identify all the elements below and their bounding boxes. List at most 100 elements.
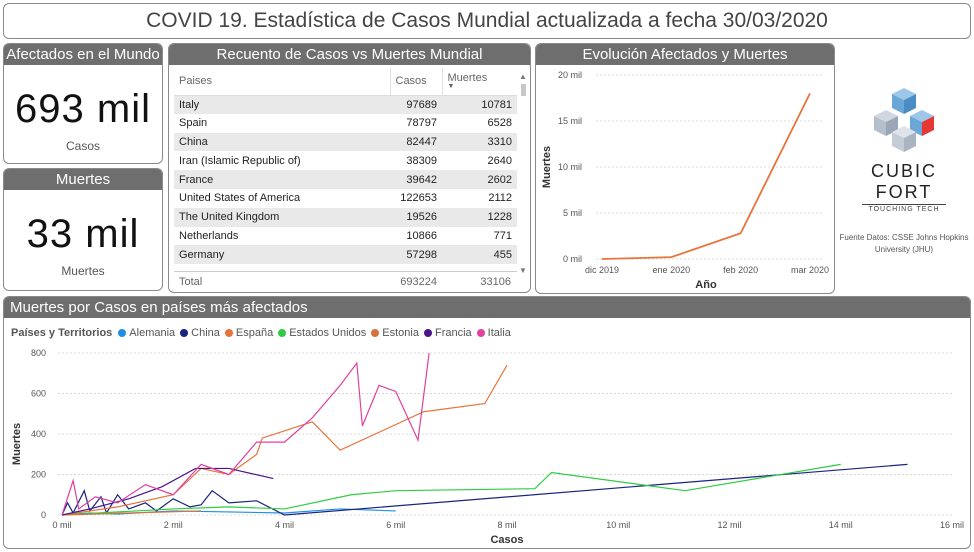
table-total-row: Total 693224 33106 <box>174 271 517 291</box>
table-scrollbar[interactable]: ▲ ▼ <box>519 72 527 276</box>
x-tick-label: 6 mil <box>386 520 405 530</box>
kpi-deaths-heading: Muertes <box>4 169 162 190</box>
cell-country: Iran (Islamic Republic of) <box>179 154 301 167</box>
legend-item[interactable]: Italia <box>476 327 511 339</box>
cell-deaths: 2112 <box>488 192 512 205</box>
series-line-1[interactable] <box>61 463 908 516</box>
y-tick-label: 400 <box>31 429 46 439</box>
cell-country: Italy <box>174 95 390 114</box>
table-row[interactable]: United States of America 122653 2112 <box>174 189 517 208</box>
series-line-2[interactable] <box>61 364 508 516</box>
legend-item[interactable]: Estonia <box>371 327 419 339</box>
y-tick-label: 0 <box>41 510 46 520</box>
cell-country: Spain <box>179 117 208 130</box>
total-cases: 693224 <box>400 275 437 288</box>
legend-item[interactable]: Alemania <box>118 327 175 339</box>
column-header-country[interactable]: Paises <box>174 68 390 96</box>
x-tick-label: ene 2020 <box>653 265 691 275</box>
cell-cases: 10866 <box>406 229 437 242</box>
column-header-deaths[interactable]: Muertes ▼ <box>441 68 517 96</box>
kpi-deaths-unit: Muertes <box>61 264 105 278</box>
scroll-up-icon[interactable]: ▲ <box>519 72 527 81</box>
table-row[interactable]: Spain 78797 6528 <box>174 114 517 133</box>
table-row[interactable]: France 39642 2602 <box>174 170 517 189</box>
deaths-by-cases-title: Muertes por Casos en países más afectado… <box>4 297 970 318</box>
company-logo: CUBIC FORT TOUCHING TECH <box>840 88 968 213</box>
kpi-deaths-value: 33 mil <box>26 212 140 256</box>
cell-cases: 82447 <box>390 132 442 152</box>
cell-cases: 39642 <box>390 170 442 189</box>
series-line-4[interactable] <box>61 510 202 516</box>
column-header-deaths-label: Muertes <box>447 72 488 85</box>
cases-deaths-table-panel: Recuento de Casos vs Muertes Mundial Pai… <box>168 43 531 293</box>
table-heading: Recuento de Casos vs Muertes Mundial <box>169 44 530 65</box>
x-tick-label: feb 2020 <box>723 265 758 275</box>
legend-label: Italia <box>487 327 511 339</box>
kpi-card-cases[interactable]: Afectados en el Mundo 693 mil Casos <box>3 43 163 164</box>
legend-dot-icon <box>371 329 380 337</box>
scroll-down-icon[interactable]: ▼ <box>519 266 527 275</box>
legend-dot-icon <box>118 329 127 337</box>
cell-country: France <box>174 170 390 189</box>
y-tick-label: 800 <box>31 348 46 358</box>
cell-country: Netherlands <box>179 229 239 242</box>
cell-cases: 122653 <box>400 192 437 205</box>
y-tick-label: 10 mil <box>558 162 582 172</box>
x-tick-label: 14 mil <box>829 520 853 530</box>
cell-deaths: 455 <box>442 245 517 265</box>
kpi-card-deaths[interactable]: Muertes 33 mil Muertes <box>3 168 163 291</box>
scroll-thumb[interactable] <box>520 84 526 96</box>
series-line-6[interactable] <box>61 352 430 516</box>
cell-deaths: 2640 <box>487 154 512 167</box>
logo-tagline: TOUCHING TECH <box>862 204 946 213</box>
legend-item[interactable]: Estados Unidos <box>278 327 366 339</box>
x-tick-label: 16 mil <box>940 520 964 530</box>
y-tick-label: 5 mil <box>563 208 582 218</box>
cell-cases: 78797 <box>406 117 437 130</box>
x-tick-label: dic 2019 <box>585 265 619 275</box>
table-viewport[interactable]: Paises Casos Muertes ▼ Italy 97689 10781 Sp… <box>174 68 517 268</box>
x-tick-label: 8 mil <box>497 520 516 530</box>
y-tick-label: 600 <box>31 389 46 399</box>
legend-label: China <box>191 327 220 339</box>
series-line[interactable] <box>601 93 811 260</box>
deaths-by-cases-panel: Muertes por Casos en países más afectado… <box>3 296 971 549</box>
cases-deaths-table: Paises Casos Muertes ▼ Italy 97689 10781 Sp… <box>174 68 517 265</box>
cell-country: China <box>174 132 390 152</box>
page-title: COVID 19. Estadística de Casos Mundial a… <box>146 9 828 32</box>
kpi-cases-value: 693 mil <box>15 87 151 131</box>
table-row[interactable]: Germany 57298 455 <box>174 245 517 265</box>
legend-dot-icon <box>278 329 287 337</box>
y-tick-label: 20 mil <box>558 70 582 80</box>
deaths-by-cases-chart[interactable]: 0 200 400 600 800 0 mil 2 mil 4 mil 6 mil 8 mil 10… <box>4 339 970 549</box>
x-tick-label: 12 mil <box>717 520 741 530</box>
y-axis-title: Muertes <box>541 146 553 188</box>
series-line-5[interactable] <box>61 467 274 516</box>
cubes-logo-icon <box>874 88 934 152</box>
table-row[interactable]: China 82447 3310 <box>174 132 517 152</box>
cell-deaths: 771 <box>493 229 512 242</box>
table-body: Italy 97689 10781 Spain 78797 6528 China 82447 3… <box>174 95 517 265</box>
table-row[interactable]: Netherlands 10866 771 <box>174 227 517 246</box>
chart-legend: Países y Territorios Alemania China España… <box>11 327 516 339</box>
series-line-3[interactable] <box>61 463 841 516</box>
sort-descending-icon: ▼ <box>447 83 455 91</box>
y-tick-label: 0 mil <box>563 254 582 264</box>
cell-country: United States of America <box>179 192 301 205</box>
legend-item[interactable]: España <box>224 327 273 339</box>
table-row[interactable]: The United Kingdom 19526 1228 <box>174 207 517 227</box>
legend-label: Alemania <box>129 327 176 339</box>
legend-dot-icon <box>476 329 485 337</box>
column-header-cases[interactable]: Casos <box>389 68 442 96</box>
cell-country: Germany <box>174 245 390 265</box>
legend-item[interactable]: Francia <box>423 327 472 339</box>
table-row[interactable]: Iran (Islamic Republic of) 38309 2640 <box>174 151 517 170</box>
data-source-note: Fuente Datos: CSSE Johns Hopkins Univers… <box>839 233 969 254</box>
evolution-line-chart[interactable]: 0 mil 5 mil 10 mil 15 mil 20 mil dic 2019 ene … <box>536 65 834 293</box>
legend-item[interactable]: China <box>180 327 220 339</box>
cell-cases: 19526 <box>390 207 442 227</box>
x-tick-label: mar 2020 <box>791 265 829 275</box>
cell-country: The United Kingdom <box>174 207 390 227</box>
legend-dot-icon <box>423 329 432 337</box>
table-row[interactable]: Italy 97689 10781 <box>174 95 517 114</box>
